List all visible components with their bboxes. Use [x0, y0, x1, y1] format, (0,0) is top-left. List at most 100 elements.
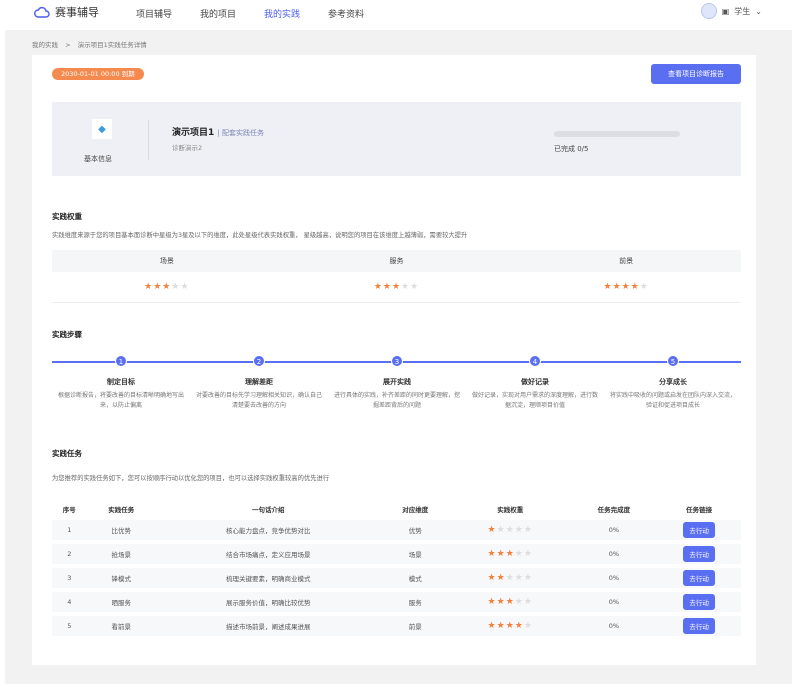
task-name: 锋模式 — [86, 568, 156, 588]
star-icon: ★ — [162, 282, 172, 292]
step: 3 展开实践进行具体的实践，补齐差距的同时更要理解，挖掘差距背后的问题 — [328, 355, 466, 410]
task-link-cell: 去行动 — [657, 544, 741, 564]
table-row: 3 锋模式 梳理关键要素，明确商业模式 模式 ★★★★★ 0% 去行动 — [52, 568, 741, 588]
weight-stars: ★★★★★ — [511, 279, 741, 295]
table-row: 5 看前景 描述市场前景，阐述成果进展 前景 ★★★★★ 0% 去行动 — [52, 616, 741, 636]
star-icon: ★ — [505, 621, 515, 631]
brand-name: 赛事辅导 — [55, 6, 99, 19]
progress-bar — [554, 131, 680, 137]
go-action-button[interactable]: 去行动 — [683, 594, 715, 610]
star-icon: ★ — [496, 573, 506, 583]
go-action-button[interactable]: 去行动 — [683, 570, 715, 586]
column-header: 一句话介绍 — [251, 506, 285, 514]
view-report-button[interactable]: 查看项目诊断报告 — [651, 64, 741, 84]
task-completion: 0% — [570, 520, 658, 540]
user-role: 学生 — [734, 6, 751, 16]
row-number: 5 — [52, 616, 87, 636]
star-icon: ★ — [505, 597, 515, 607]
breadcrumb-current: 演示项目1实践任务详情 — [77, 41, 147, 49]
step: 5 分享成长 将实践中吸收的问题或启发在团队内深入交流，验证和促进项目成长 — [604, 355, 742, 410]
star-icon: ★ — [153, 282, 163, 292]
nav-item-my-projects[interactable]: 我的项目 — [200, 10, 237, 20]
star-icon: ★ — [382, 282, 392, 292]
step-title: 理解差距 — [245, 378, 273, 386]
task-link-cell: 去行动 — [657, 520, 741, 540]
weights-header: 场景 服务 前景 — [52, 250, 741, 272]
row-number: 3 — [52, 568, 87, 588]
step-number: 1 — [115, 355, 127, 367]
star-icon: ★ — [523, 573, 533, 583]
weight-stars: ★★★★★ — [282, 279, 512, 295]
step: 2 理解差距 对要改善的目标先学习理解相关知识，确认自己清楚要去改善的方向 — [190, 355, 328, 410]
task-weight: ★★★★★ — [449, 520, 571, 540]
star-icon: ★ — [171, 282, 181, 292]
task-link-cell: 去行动 — [657, 568, 741, 588]
star-icon: ★ — [487, 573, 497, 583]
step-desc: 进行具体的实践，补齐差距的同时更要理解，挖掘差距背后的问题 — [334, 392, 461, 409]
star-icon: ★ — [487, 525, 497, 535]
star-icon: ★ — [612, 282, 622, 292]
task-name: 比优势 — [86, 520, 156, 540]
star-icon: ★ — [401, 282, 411, 292]
task-weight: ★★★★★ — [449, 544, 571, 564]
star-icon: ★ — [514, 573, 524, 583]
avatar — [700, 3, 717, 19]
star-icon: ★ — [391, 282, 402, 292]
table-row: 1 比优势 核心能力盘点，竞争优势对比 优势 ★★★★★ 0% 去行动 — [52, 520, 741, 540]
task-dimension: 场景 — [380, 544, 450, 564]
weights-description: 实践维度来源于您的项目基本面诊断中星级为3星及以下的维度，此处星级代表实践权重，… — [52, 232, 468, 239]
star-icon: ★ — [505, 549, 515, 559]
project-tag: | 配套实践任务 — [217, 129, 264, 137]
task-name: 看前景 — [86, 616, 156, 636]
step-title: 做好记录 — [521, 378, 549, 386]
nav-item-project-coaching[interactable]: 项目辅导 — [136, 10, 173, 20]
go-action-button[interactable]: 去行动 — [683, 522, 715, 538]
star-icon: ★ — [144, 282, 154, 292]
project-subtitle: 诊断演示2 — [172, 144, 203, 152]
step-title: 制定目标 — [107, 378, 135, 386]
top-nav: 赛事辅导 项目辅导 我的项目 我的实践 参考资料 ▣ 学生 ⌄ — [0, 0, 800, 26]
star-icon: ★ — [621, 282, 631, 292]
brand-logo[interactable]: 赛事辅导 — [34, 4, 99, 20]
step-title: 展开实践 — [383, 378, 411, 386]
star-icon: ★ — [523, 525, 533, 535]
step-desc: 将实践中吸收的问题或启发在团队内深入交流，验证和促进项目成长 — [610, 392, 737, 409]
nav-item-references[interactable]: 参考资料 — [328, 10, 365, 20]
task-link-cell: 去行动 — [657, 616, 741, 636]
star-icon: ★ — [496, 597, 506, 607]
table-row: 4 晒服务 展示服务价值，明确比较优势 服务 ★★★★★ 0% 去行动 — [52, 592, 741, 612]
task-dimension: 服务 — [380, 592, 450, 612]
breadcrumb-root[interactable]: 我的实践 — [32, 41, 58, 49]
column-header: 实践任务 — [108, 506, 135, 514]
weight-label: 场景 — [159, 257, 174, 265]
id-card-icon: ▣ — [721, 6, 730, 16]
go-action-button[interactable]: 去行动 — [683, 618, 715, 634]
star-icon: ★ — [487, 549, 497, 559]
weight-label: 前景 — [619, 257, 634, 265]
project-name: 演示项目1 | 配套实践任务 — [172, 125, 264, 138]
chevron-down-icon: ⌄ — [755, 6, 762, 16]
step: 1 制定目标 根据诊断报告，将要改善的目标清晰明确地写出来，以防止偏离 — [52, 355, 190, 410]
user-menu[interactable]: ▣ 学生 ⌄ — [700, 3, 762, 19]
task-intro: 结合市场痛点，定义应用场景 — [155, 544, 381, 564]
step-desc: 对要改善的目标先学习理解相关知识，确认自己清楚要去改善的方向 — [196, 392, 323, 409]
star-icon: ★ — [496, 525, 506, 535]
table-row: 2 抢场景 结合市场痛点，定义应用场景 场景 ★★★★★ 0% 去行动 — [52, 544, 741, 564]
star-icon: ★ — [514, 621, 524, 631]
breadcrumb: 我的实践 > 演示项目1实践任务详情 — [32, 39, 147, 49]
nav-item-my-practice[interactable]: 我的实践 — [264, 10, 301, 20]
step-number: 3 — [391, 355, 403, 367]
basic-info-label: 基本信息 — [84, 155, 112, 163]
step: 4 做好记录 做好记录，实现对用户需求的深度理解，进行数据沉淀，理顺项目价值 — [466, 355, 604, 410]
star-icon: ★ — [514, 525, 524, 535]
task-dimension: 前景 — [380, 616, 450, 636]
star-icon: ★ — [505, 573, 515, 583]
task-weight: ★★★★★ — [449, 616, 571, 636]
go-action-button[interactable]: 去行动 — [683, 546, 715, 562]
task-intro: 展示服务价值，明确比较优势 — [155, 592, 381, 612]
row-number: 1 — [52, 520, 87, 540]
task-completion: 0% — [570, 616, 658, 636]
divider — [148, 120, 149, 160]
row-number: 2 — [52, 544, 87, 564]
star-icon: ★ — [487, 597, 497, 607]
